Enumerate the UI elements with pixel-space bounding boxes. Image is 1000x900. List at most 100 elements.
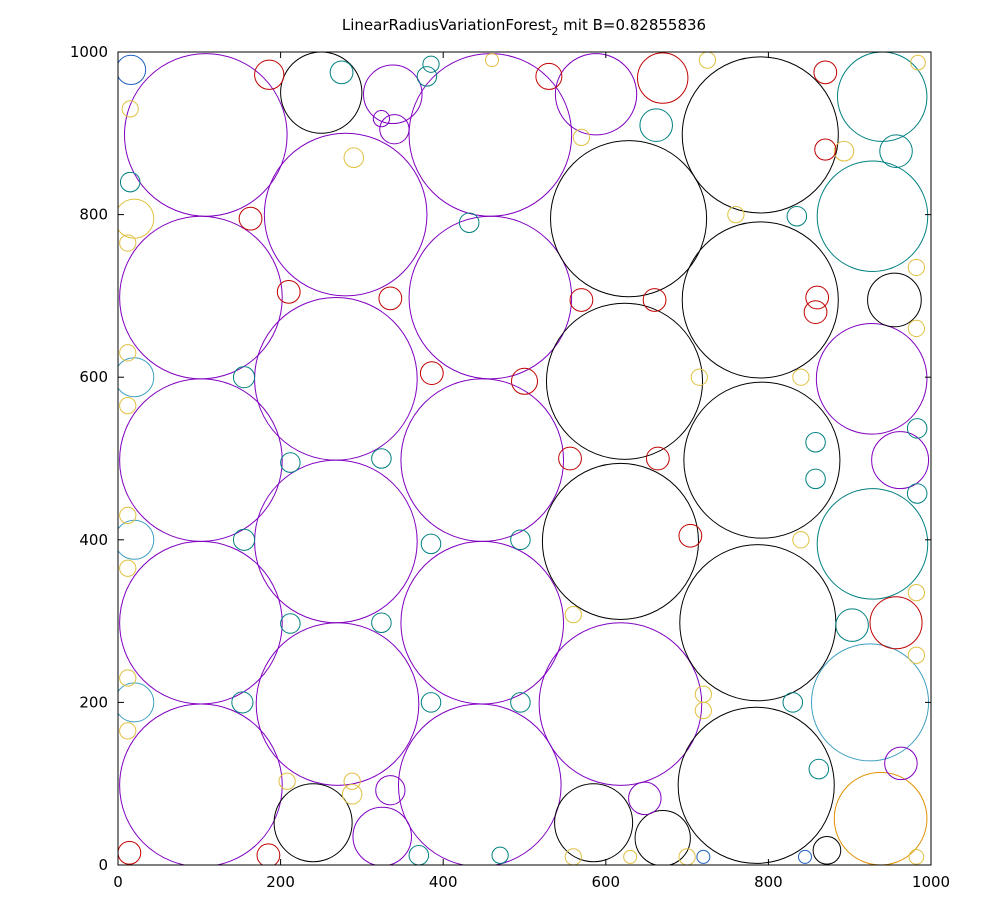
circle-99 [422, 55, 440, 73]
circle-48 [379, 114, 410, 145]
circle-114 [341, 784, 363, 805]
x-tick-label-3: 600 [591, 873, 620, 891]
circle-22 [679, 544, 837, 702]
circle-32 [816, 488, 929, 600]
circle-101 [256, 843, 281, 865]
circle-98 [408, 844, 430, 865]
chart-title-main: LinearRadiusVariationForest [342, 16, 552, 34]
circle-119 [119, 234, 137, 252]
circle-90 [805, 468, 826, 490]
circle-106 [792, 531, 810, 549]
chart-title: LinearRadiusVariationForest2 mit B=0.828… [342, 16, 706, 38]
circle-109 [907, 584, 925, 602]
circle-79 [232, 528, 256, 551]
circle-37 [871, 431, 930, 490]
circle-9 [408, 53, 573, 217]
circle-49 [416, 66, 438, 87]
circle-113 [343, 772, 361, 790]
circle-16 [550, 140, 708, 298]
circle-71 [419, 361, 444, 386]
circle-24 [280, 52, 363, 134]
circle-17 [545, 302, 704, 460]
circle-120 [119, 344, 137, 362]
circle-31 [816, 160, 929, 273]
circle-86 [420, 692, 442, 713]
circle-83 [280, 613, 301, 634]
circle-29 [812, 836, 842, 865]
circle-91 [906, 418, 928, 439]
circle-84 [371, 612, 392, 633]
circle-52 [698, 52, 717, 69]
circle-107 [907, 258, 925, 277]
circle-57 [814, 138, 837, 161]
circle-19 [681, 56, 839, 214]
circle-50 [535, 62, 563, 90]
chart-title-suffix: mit B=0.82855836 [558, 16, 706, 34]
circle-97 [119, 171, 141, 193]
circle-64 [458, 212, 480, 233]
circle-118 [121, 100, 139, 118]
circle-45 [118, 840, 142, 865]
circle-82 [371, 448, 392, 469]
plot-frame [117, 51, 932, 866]
circle-80 [231, 691, 254, 714]
circle-127 [623, 849, 638, 864]
circle-39 [628, 781, 662, 816]
circle-74 [678, 523, 703, 548]
circle-30 [837, 52, 928, 142]
circle-67 [642, 288, 667, 312]
circle-121 [119, 397, 137, 415]
circle-66 [569, 288, 594, 312]
circle-26 [554, 783, 634, 863]
circle-65 [378, 286, 403, 311]
circle-69 [803, 300, 828, 325]
circle-70 [510, 367, 539, 395]
circle-56 [879, 134, 913, 168]
circle-112 [278, 772, 296, 790]
circles-layer [118, 52, 930, 865]
circle-89 [805, 431, 826, 453]
circle-11 [400, 378, 565, 542]
x-tick-label-5: 1000 [912, 873, 950, 891]
circle-58 [639, 108, 673, 142]
circle-115 [564, 605, 582, 624]
circle-62 [329, 60, 354, 85]
circle-68 [805, 285, 830, 310]
circle-8 [255, 622, 420, 786]
circle-36 [554, 53, 638, 136]
circle-15 [815, 323, 928, 435]
circle-94 [782, 692, 804, 713]
circle-14 [538, 622, 703, 786]
circle-61 [276, 279, 301, 304]
circle-117 [694, 701, 712, 720]
x-tick-label-2: 400 [429, 873, 458, 891]
circle-88 [510, 692, 531, 713]
y-tick-label-4: 800 [79, 206, 108, 224]
circle-108 [907, 319, 925, 338]
circle-92 [906, 483, 928, 504]
circle-41 [884, 746, 918, 781]
circle-59 [118, 198, 155, 239]
circle-21 [683, 381, 841, 539]
circle-110 [907, 646, 925, 664]
circle-28 [867, 272, 922, 328]
circle-72 [558, 446, 582, 471]
y-tick-label-2: 400 [79, 531, 108, 549]
circle-51 [572, 128, 591, 146]
circle-129 [696, 849, 711, 864]
circle-60 [238, 206, 263, 231]
circle-34 [833, 771, 928, 865]
circle-126 [564, 848, 582, 865]
circle-123 [119, 559, 137, 577]
circle-42 [637, 52, 689, 104]
axis-ticks: 0 200 400 600 800 1000 0 200 400 600 800 1000 [70, 43, 950, 891]
circle-116 [694, 685, 712, 703]
circle-130 [797, 849, 812, 864]
circle-95 [808, 758, 830, 780]
chart-title-subscript: 2 [551, 25, 558, 38]
circle-38 [352, 806, 412, 865]
circle-44 [118, 54, 147, 86]
circle-47 [343, 147, 365, 168]
circle-103 [727, 205, 745, 224]
